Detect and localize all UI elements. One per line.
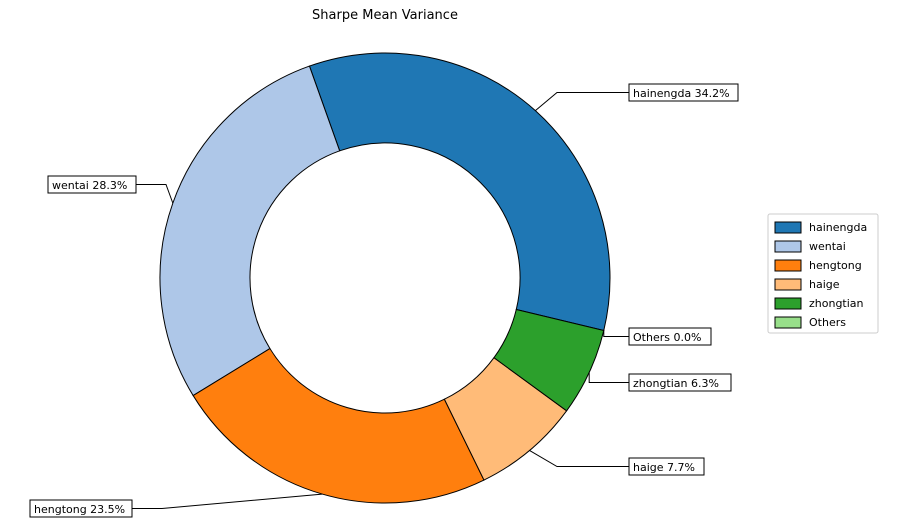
legend-label-4: zhongtian xyxy=(809,297,864,310)
callout-label-2: hengtong 23.5% xyxy=(34,503,125,516)
callout-box-1 xyxy=(47,175,137,194)
donut-slices xyxy=(159,52,611,504)
callout-box-5 xyxy=(628,327,712,346)
callout-box-2 xyxy=(29,499,133,518)
legend-swatch-1 xyxy=(774,240,802,253)
callout-box-3 xyxy=(628,457,705,476)
callout-leader-5 xyxy=(603,330,629,337)
callout-label-1: wentai 28.3% xyxy=(52,179,127,192)
slice-wentai xyxy=(159,65,341,397)
slice-zhongtian xyxy=(493,308,605,412)
callout-label-3: haige 7.7% xyxy=(633,461,695,474)
callout-leader-2 xyxy=(132,493,323,509)
legend-label-1: wentai xyxy=(809,240,846,253)
slice-callouts: hainengda 34.2% wentai 28.3% hengtong 23.5… xyxy=(29,83,739,518)
chart-title: Sharpe Mean Variance xyxy=(312,8,458,23)
legend-swatch-0 xyxy=(774,221,802,234)
callout-leader-3 xyxy=(529,450,629,467)
legend-label-3: haige xyxy=(809,278,840,291)
callout-label-4: zhongtian 6.3% xyxy=(633,377,719,390)
legend: hainengda wentai hengtong haige zhongtian Oth… xyxy=(767,213,879,334)
legend-label-2: hengtong xyxy=(809,259,862,272)
callout-leader-4 xyxy=(588,372,629,383)
callout-label-0: hainengda 34.2% xyxy=(633,87,730,100)
slice-hengtong xyxy=(192,347,485,504)
slice-hainengda xyxy=(308,52,611,332)
callout-leader-0 xyxy=(535,92,629,112)
callout-leader-1 xyxy=(136,184,174,204)
legend-swatch-2 xyxy=(774,259,802,272)
legend-swatch-3 xyxy=(774,278,802,291)
legend-label-0: hainengda xyxy=(809,221,867,234)
callout-box-0 xyxy=(628,83,739,102)
callout-label-5: Others 0.0% xyxy=(633,331,701,344)
legend-swatch-5 xyxy=(774,316,802,329)
legend-swatch-4 xyxy=(774,297,802,310)
legend-label-5: Others xyxy=(809,316,846,329)
callout-box-4 xyxy=(628,373,732,392)
